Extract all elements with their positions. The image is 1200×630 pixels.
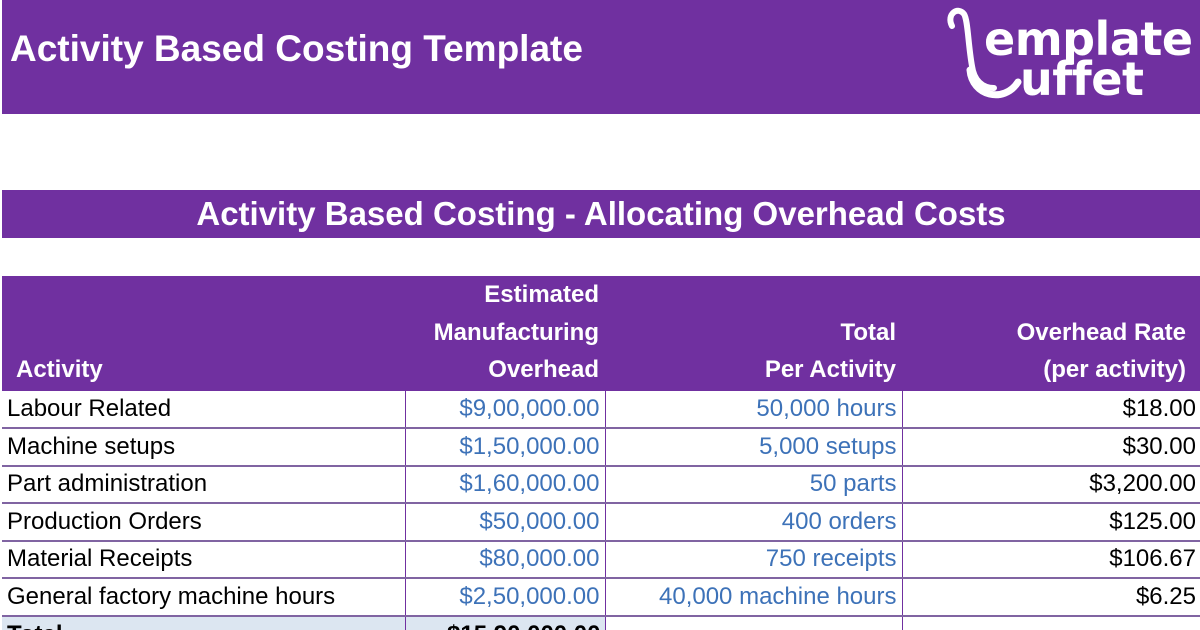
section-title: Activity Based Costing - Allocating Over…	[196, 195, 1006, 232]
template-buffet-logo: emplate uffet	[942, 4, 1200, 108]
table-row: Material Receipts $80,000.00 750 receipt…	[2, 540, 1200, 579]
header-line: Overhead	[488, 356, 599, 383]
header-line: Activity	[16, 356, 103, 383]
table-row: Labour Related $9,00,000.00 50,000 hours…	[2, 390, 1200, 429]
empty-cell[interactable]	[901, 615, 1200, 630]
table-row: General factory machine hours $2,50,000.…	[2, 578, 1200, 617]
rate-cell[interactable]: $125.00	[901, 503, 1200, 542]
table-row: Production Orders $50,000.00 400 orders …	[2, 503, 1200, 542]
logo-text-line2: uffet	[1020, 52, 1144, 106]
activity-cell[interactable]: General factory machine hours	[2, 578, 405, 617]
activity-cell[interactable]: Part administration	[2, 465, 405, 504]
header-line: Estimated	[484, 281, 599, 308]
table-header-row: Activity Estimated Manufacturing Overhea…	[2, 276, 1200, 391]
column-header-total-per-activity: Total Per Activity	[605, 276, 902, 391]
total-cell[interactable]: 40,000 machine hours	[604, 578, 902, 617]
total-row: Total $15,90,000.00	[2, 615, 1200, 630]
empty-cell[interactable]	[604, 615, 902, 630]
logo-text-line1: emplate	[984, 12, 1193, 66]
overhead-cell[interactable]: $1,60,000.00	[404, 465, 605, 504]
column-header-estimated-overhead: Estimated Manufacturing Overhead	[405, 276, 605, 391]
column-header-overhead-rate: Overhead Rate (per activity)	[902, 276, 1200, 391]
overhead-cell[interactable]: $1,50,000.00	[404, 428, 605, 467]
abc-table: Activity Estimated Manufacturing Overhea…	[2, 276, 1200, 630]
total-cell[interactable]: 50 parts	[604, 465, 902, 504]
rate-cell[interactable]: $3,200.00	[901, 465, 1200, 504]
activity-cell[interactable]: Labour Related	[2, 390, 405, 429]
table-row: Part administration $1,60,000.00 50 part…	[2, 465, 1200, 504]
column-header-activity: Activity	[2, 276, 405, 391]
overhead-cell[interactable]: $9,00,000.00	[404, 390, 605, 429]
rate-cell[interactable]: $30.00	[901, 428, 1200, 467]
header-banner: Activity Based Costing Template emplate …	[2, 0, 1200, 114]
header-line: Overhead Rate	[1016, 318, 1186, 346]
total-cell[interactable]: 750 receipts	[604, 540, 902, 579]
ladle-icon	[947, 7, 1022, 99]
total-cell[interactable]: 400 orders	[604, 503, 902, 542]
overhead-cell[interactable]: $2,50,000.00	[404, 578, 605, 617]
overhead-cell[interactable]: $50,000.00	[404, 503, 605, 542]
header-line: Manufacturing	[433, 318, 599, 346]
header-line: Total	[840, 318, 896, 346]
activity-cell[interactable]: Machine setups	[2, 428, 405, 467]
activity-cell[interactable]: Material Receipts	[2, 540, 405, 579]
total-cell[interactable]: 50,000 hours	[604, 390, 902, 429]
table-row: Machine setups $1,50,000.00 5,000 setups…	[2, 428, 1200, 467]
section-banner: Activity Based Costing - Allocating Over…	[2, 190, 1200, 238]
total-cell[interactable]: 5,000 setups	[604, 428, 902, 467]
header-line: Per Activity	[764, 356, 896, 383]
header-line: (per activity)	[1043, 356, 1186, 383]
overhead-cell[interactable]: $80,000.00	[404, 540, 605, 579]
page-title: Activity Based Costing Template	[10, 28, 583, 69]
activity-cell[interactable]: Production Orders	[2, 503, 405, 542]
rate-cell[interactable]: $106.67	[901, 540, 1200, 579]
rate-cell[interactable]: $18.00	[901, 390, 1200, 429]
total-label: Total	[2, 615, 405, 630]
total-overhead-cell[interactable]: $15,90,000.00	[404, 615, 605, 630]
rate-cell[interactable]: $6.25	[901, 578, 1200, 617]
